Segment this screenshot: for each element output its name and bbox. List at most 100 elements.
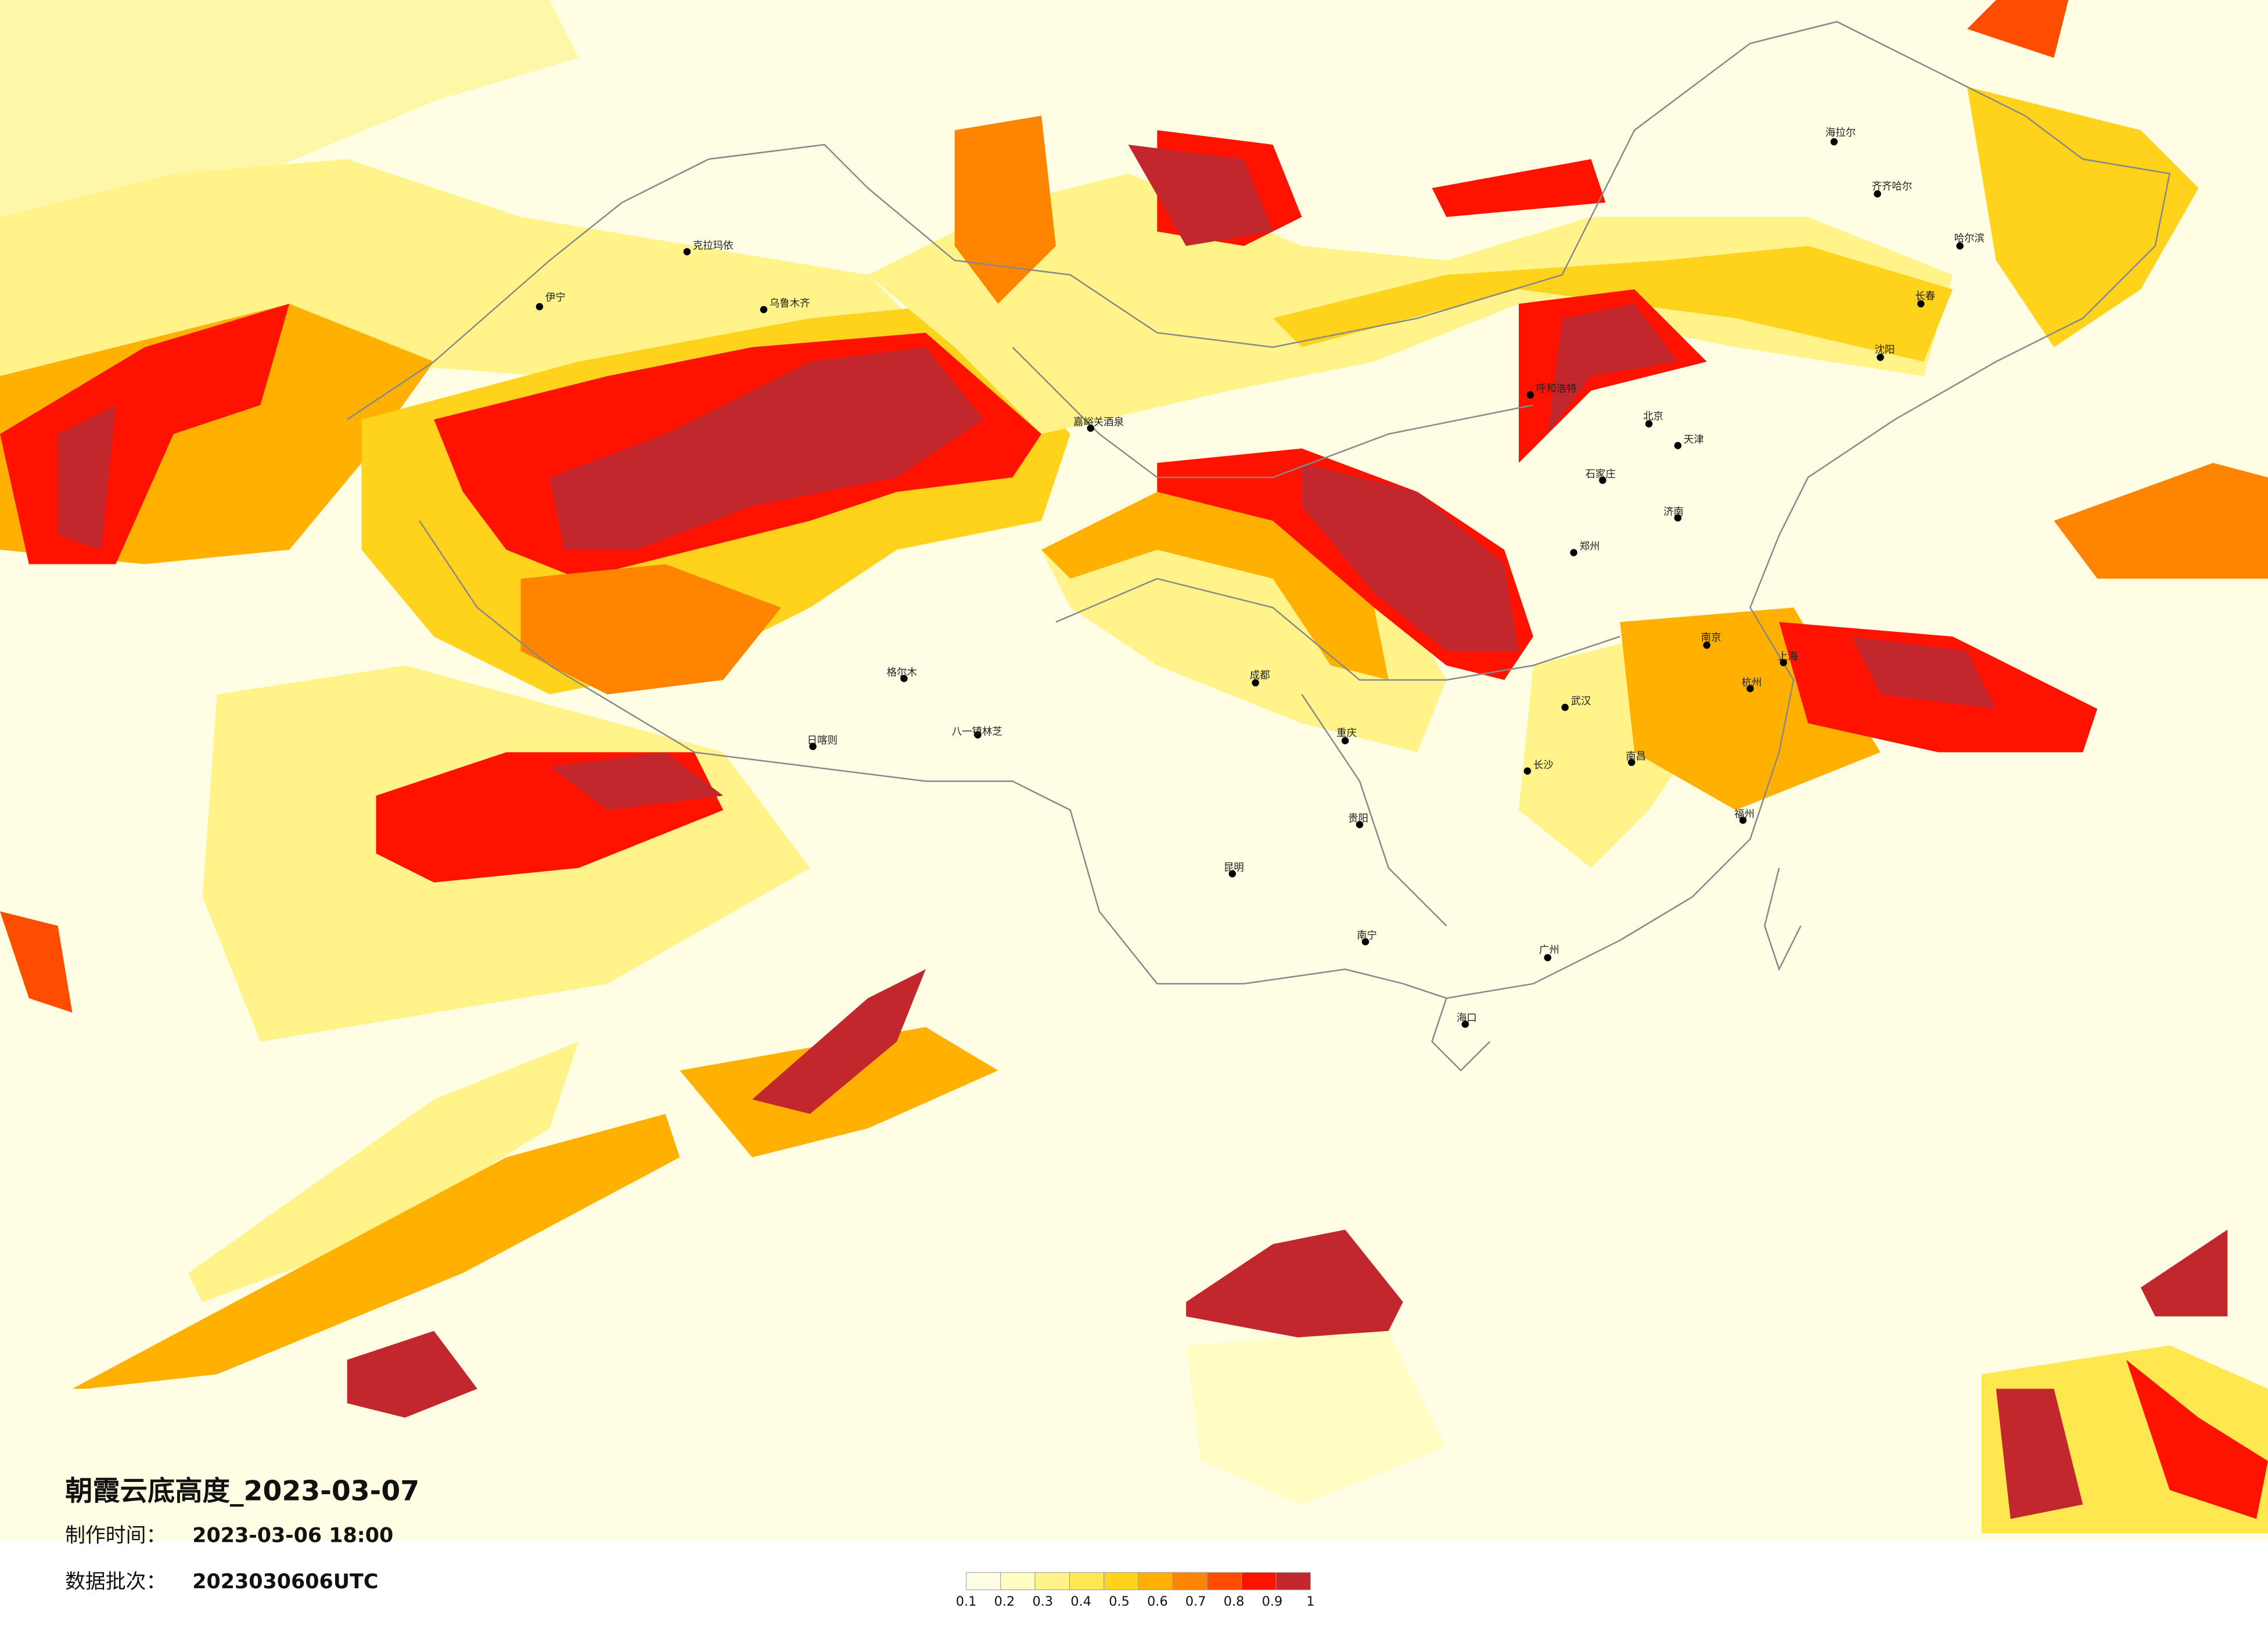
cloud [1547, 304, 1678, 434]
legend-swatch [1275, 1572, 1311, 1591]
cloud [1302, 463, 1519, 651]
city-label: 南昌 [1626, 751, 1646, 762]
city-label: 济南 [1663, 506, 1684, 518]
cloud [1128, 145, 1273, 246]
city-label: 海拉尔 [1825, 127, 1856, 139]
city-label: 石家庄 [1586, 469, 1616, 480]
city-dot [1674, 514, 1682, 522]
cloud-field [0, 0, 2268, 1534]
province-border [1301, 694, 1447, 927]
city-dot [974, 731, 982, 739]
legend-swatch [1138, 1572, 1173, 1591]
city-label: 八一镇林芝 [952, 726, 1002, 738]
city-dot [535, 303, 544, 311]
city-label: 武汉 [1571, 696, 1591, 707]
legend: 0.1 0.2 0.3 0.4 0.5 0.6 0.7 0.8 0.9 1 [956, 1572, 1314, 1609]
made-label: 制作时间： [65, 1524, 166, 1548]
legend-label: 0.7 [1185, 1594, 1206, 1609]
cloud [1967, 87, 2199, 347]
city-dot [1087, 425, 1095, 432]
cloud [1967, 0, 2069, 58]
city-label: 日喀则 [807, 735, 838, 746]
city-label: 哈尔滨 [1954, 233, 1985, 244]
info-block: 朝霞云底高度_2023-03-07 制作时间： 2023-03-06 18:00… [65, 1475, 419, 1593]
city-dot [760, 305, 768, 314]
city-label: 天津 [1684, 434, 1704, 445]
city-label: 杭州 [1741, 677, 1762, 689]
city-dot [1703, 641, 1710, 649]
country-border [347, 21, 2171, 999]
map-title: 朝霞云底高度_2023-03-07 [65, 1475, 419, 1507]
made-time: 2023-03-06 18:00 [192, 1524, 393, 1548]
city-dot [1361, 938, 1370, 945]
city-label: 长春 [1915, 291, 1935, 303]
legend-label: 0.2 [994, 1594, 1015, 1609]
legend-label: 0.9 [1262, 1594, 1283, 1609]
legend-swatch [1241, 1572, 1277, 1591]
city-dot [1645, 420, 1653, 428]
cloud [188, 1041, 579, 1302]
city-dot [1674, 442, 1682, 449]
city-label: 沈阳 [1875, 344, 1895, 356]
borders [347, 21, 2171, 1072]
cloud [1186, 1229, 1403, 1339]
legend-swatch [1034, 1572, 1070, 1591]
island-border [1431, 998, 1491, 1072]
city-dot [1544, 954, 1551, 962]
city-dot [1956, 242, 1964, 250]
city-dot [1780, 659, 1787, 667]
city-dot [1877, 354, 1884, 361]
legend-label: 0.6 [1147, 1594, 1168, 1609]
legend-label: 1 [1306, 1594, 1314, 1609]
city-label: 伊宁 [545, 292, 566, 304]
legend-label: 0.5 [1109, 1594, 1130, 1609]
city-label: 长沙 [1533, 760, 1554, 771]
legend-swatch [1069, 1572, 1105, 1591]
legend-swatch [966, 1572, 1001, 1591]
legend-swatch [1172, 1572, 1208, 1591]
city-label: 上海 [1778, 651, 1798, 663]
city-dot [1874, 190, 1881, 198]
city-dot [1228, 870, 1237, 877]
city-label: 嘉峪关酒泉 [1073, 416, 1124, 428]
city-dot [1830, 138, 1838, 146]
cloud [57, 405, 116, 550]
cloud [549, 752, 724, 811]
city-dot [809, 743, 817, 750]
city-label: 郑州 [1580, 541, 1600, 553]
city-dot [1526, 391, 1534, 399]
cloud [347, 1330, 477, 1418]
city-label: 海口 [1457, 1013, 1477, 1024]
legend-label: 0.1 [956, 1594, 977, 1609]
city-dot [1627, 758, 1636, 767]
cloud [520, 564, 781, 695]
cloud [1186, 1330, 1447, 1505]
legend-label: 0.3 [1033, 1594, 1054, 1609]
cities: 克拉玛依 伊宁 乌鲁木齐 嘉峪关酒泉 格尔木 日喀则 八一镇林芝 呼和浩特 北京… [535, 127, 1985, 1028]
legend-label: 0.4 [1070, 1594, 1091, 1609]
cloud [72, 1114, 680, 1389]
city-dot [1739, 816, 1747, 824]
city-dot [1917, 300, 1925, 308]
city-dot [683, 248, 691, 256]
city-label: 南京 [1701, 632, 1721, 644]
cloud [2054, 463, 2268, 579]
city-dot [1746, 685, 1754, 692]
city-dot [900, 675, 908, 682]
province-border [1055, 578, 1620, 681]
city-label: 齐齐哈尔 [1872, 181, 1913, 192]
legend-swatch [1104, 1572, 1139, 1591]
city-dot [1461, 1020, 1469, 1028]
cloud [0, 911, 73, 1013]
city-label: 福州 [1734, 808, 1755, 820]
cloud [549, 347, 984, 550]
city-dot [1523, 767, 1532, 775]
city-label: 乌鲁木齐 [770, 298, 810, 310]
batch-label: 数据批次： [65, 1570, 166, 1593]
city-dot [1599, 476, 1606, 484]
cloud [954, 116, 1056, 304]
legend-swatch [1000, 1572, 1036, 1591]
island-border [1764, 868, 1802, 972]
